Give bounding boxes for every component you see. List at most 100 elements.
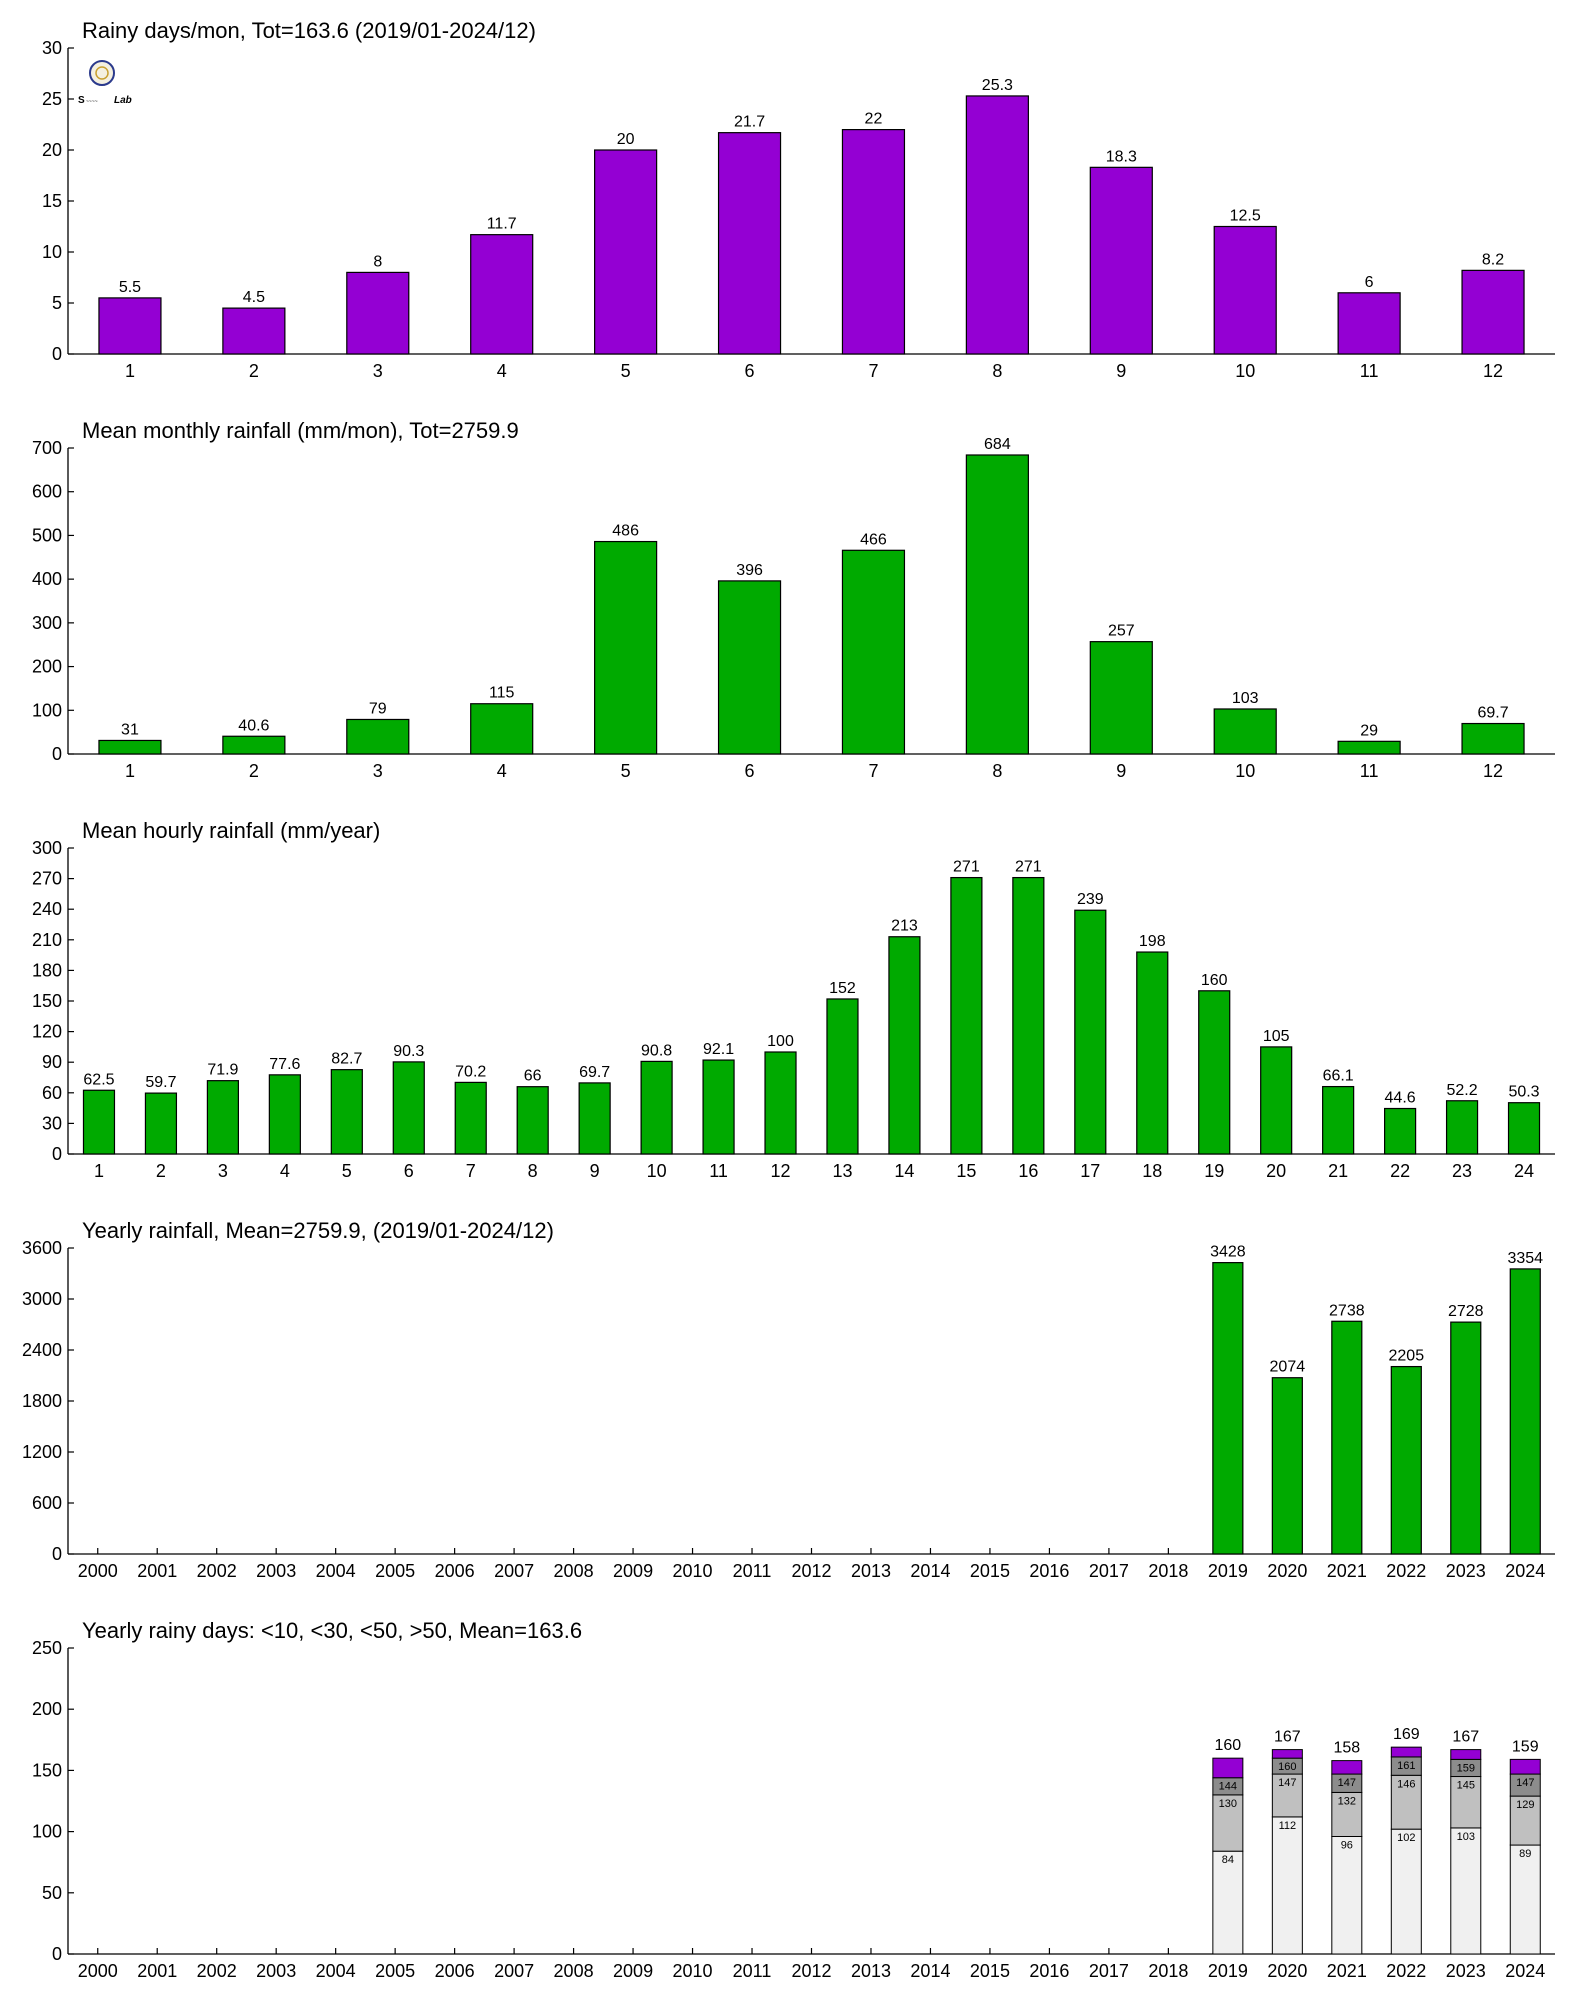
chart-title: Rainy days/mon, Tot=163.6 (2019/01-2024/… bbox=[82, 18, 536, 43]
x-tick-label: 4 bbox=[497, 361, 507, 381]
bar bbox=[1461, 722, 1525, 755]
x-tick-label: 10 bbox=[1235, 361, 1255, 381]
chart-title: Mean hourly rainfall (mm/year) bbox=[82, 818, 380, 843]
bar bbox=[1260, 1046, 1293, 1155]
x-tick-label: 2007 bbox=[494, 1961, 534, 1981]
y-tick-label: 270 bbox=[32, 869, 62, 889]
x-tick-label: 9 bbox=[1116, 361, 1126, 381]
bar bbox=[1390, 1365, 1422, 1555]
x-tick-label: 2015 bbox=[970, 1561, 1010, 1581]
segment-label: 146 bbox=[1397, 1778, 1415, 1790]
x-tick-label: 2018 bbox=[1148, 1961, 1188, 1981]
y-tick-label: 30 bbox=[42, 38, 62, 58]
y-tick-label: 15 bbox=[42, 191, 62, 211]
data-label: 21.7 bbox=[734, 114, 765, 131]
data-label: 8 bbox=[373, 253, 382, 270]
total-label: 169 bbox=[1393, 1726, 1420, 1743]
data-label: 69.7 bbox=[1477, 705, 1508, 722]
x-tick-label: 2007 bbox=[494, 1561, 534, 1581]
x-tick-label: 2006 bbox=[435, 1961, 475, 1981]
y-tick-label: 20 bbox=[42, 140, 62, 160]
data-label: 82.7 bbox=[331, 1051, 362, 1068]
bar bbox=[1012, 876, 1045, 1155]
x-tick-label: 24 bbox=[1514, 1161, 1534, 1181]
x-tick-label: 2018 bbox=[1148, 1561, 1188, 1581]
segment-label: 103 bbox=[1457, 1831, 1475, 1843]
bar bbox=[82, 1089, 116, 1155]
x-tick-label: 6 bbox=[745, 761, 755, 781]
data-label: 198 bbox=[1139, 933, 1166, 950]
x-tick-label: 5 bbox=[342, 1161, 352, 1181]
x-tick-label: 3 bbox=[218, 1161, 228, 1181]
x-tick-label: 2002 bbox=[197, 1561, 237, 1581]
x-tick-label: 2009 bbox=[613, 1961, 653, 1981]
data-label: 66 bbox=[524, 1068, 542, 1085]
y-tick-label: 600 bbox=[32, 1493, 62, 1513]
bar bbox=[98, 739, 162, 755]
bar bbox=[392, 1061, 425, 1155]
stack-segment bbox=[1390, 1828, 1422, 1955]
y-tick-label: 0 bbox=[52, 744, 62, 764]
x-tick-label: 2012 bbox=[791, 1561, 831, 1581]
bar bbox=[222, 307, 286, 355]
x-tick-label: 2023 bbox=[1446, 1961, 1486, 1981]
data-label: 71.9 bbox=[207, 1062, 238, 1079]
x-tick-label: 2010 bbox=[673, 1561, 713, 1581]
data-label: 62.5 bbox=[83, 1071, 114, 1088]
data-label: 77.6 bbox=[269, 1056, 300, 1073]
bar bbox=[578, 1082, 611, 1155]
bar bbox=[1337, 292, 1401, 355]
bar bbox=[594, 540, 658, 755]
x-tick-label: 19 bbox=[1204, 1161, 1224, 1181]
data-label: 18.3 bbox=[1106, 148, 1137, 165]
y-tick-label: 0 bbox=[52, 1144, 62, 1164]
segment-label: 160 bbox=[1278, 1761, 1296, 1773]
x-tick-label: 17 bbox=[1080, 1161, 1100, 1181]
stack-segment bbox=[1212, 1850, 1244, 1955]
data-label: 5.5 bbox=[119, 279, 141, 296]
x-tick-label: 23 bbox=[1452, 1161, 1472, 1181]
y-tick-label: 700 bbox=[32, 438, 62, 458]
bar bbox=[1337, 740, 1401, 755]
bar bbox=[1213, 708, 1277, 755]
x-tick-label: 7 bbox=[466, 1161, 476, 1181]
data-label: 103 bbox=[1232, 690, 1259, 707]
data-label: 100 bbox=[767, 1033, 794, 1050]
bar bbox=[640, 1060, 673, 1155]
data-label: 486 bbox=[612, 523, 639, 540]
data-label: 3428 bbox=[1210, 1244, 1246, 1261]
x-tick-label: 2004 bbox=[316, 1561, 356, 1581]
x-tick-label: 4 bbox=[497, 761, 507, 781]
x-tick-label: 5 bbox=[621, 761, 631, 781]
y-tick-label: 500 bbox=[32, 525, 62, 545]
x-tick-label: 4 bbox=[280, 1161, 290, 1181]
bar bbox=[1384, 1107, 1417, 1155]
x-tick-label: 2008 bbox=[554, 1961, 594, 1981]
data-label: 52.2 bbox=[1446, 1082, 1477, 1099]
x-tick-label: 2003 bbox=[256, 1561, 296, 1581]
data-label: 3354 bbox=[1507, 1250, 1543, 1267]
data-label: 105 bbox=[1263, 1028, 1290, 1045]
data-label: 12.5 bbox=[1230, 208, 1261, 225]
x-tick-label: 2016 bbox=[1029, 1561, 1069, 1581]
x-tick-label: 11 bbox=[1360, 361, 1379, 381]
segment-label: 161 bbox=[1397, 1760, 1415, 1772]
x-tick-label: 10 bbox=[647, 1161, 667, 1181]
chart-title: Mean monthly rainfall (mm/mon), Tot=2759… bbox=[82, 418, 519, 443]
data-label: 44.6 bbox=[1385, 1090, 1416, 1107]
data-label: 684 bbox=[984, 436, 1011, 453]
x-tick-label: 2022 bbox=[1386, 1961, 1426, 1981]
x-tick-label: 2014 bbox=[910, 1961, 950, 1981]
logo-text: Lab bbox=[114, 95, 132, 106]
segment-label: 112 bbox=[1279, 1820, 1297, 1832]
x-tick-label: 2021 bbox=[1327, 1561, 1367, 1581]
bar bbox=[1198, 990, 1231, 1155]
x-tick-label: 2020 bbox=[1267, 1561, 1307, 1581]
data-label: 29 bbox=[1360, 722, 1378, 739]
y-tick-label: 30 bbox=[42, 1113, 62, 1133]
bar bbox=[841, 129, 906, 355]
x-tick-label: 1 bbox=[125, 761, 135, 781]
data-label: 2205 bbox=[1389, 1348, 1425, 1365]
x-tick-label: 11 bbox=[709, 1161, 728, 1181]
chart-panel-2: Mean monthly rainfall (mm/mon), Tot=2759… bbox=[32, 418, 1555, 781]
